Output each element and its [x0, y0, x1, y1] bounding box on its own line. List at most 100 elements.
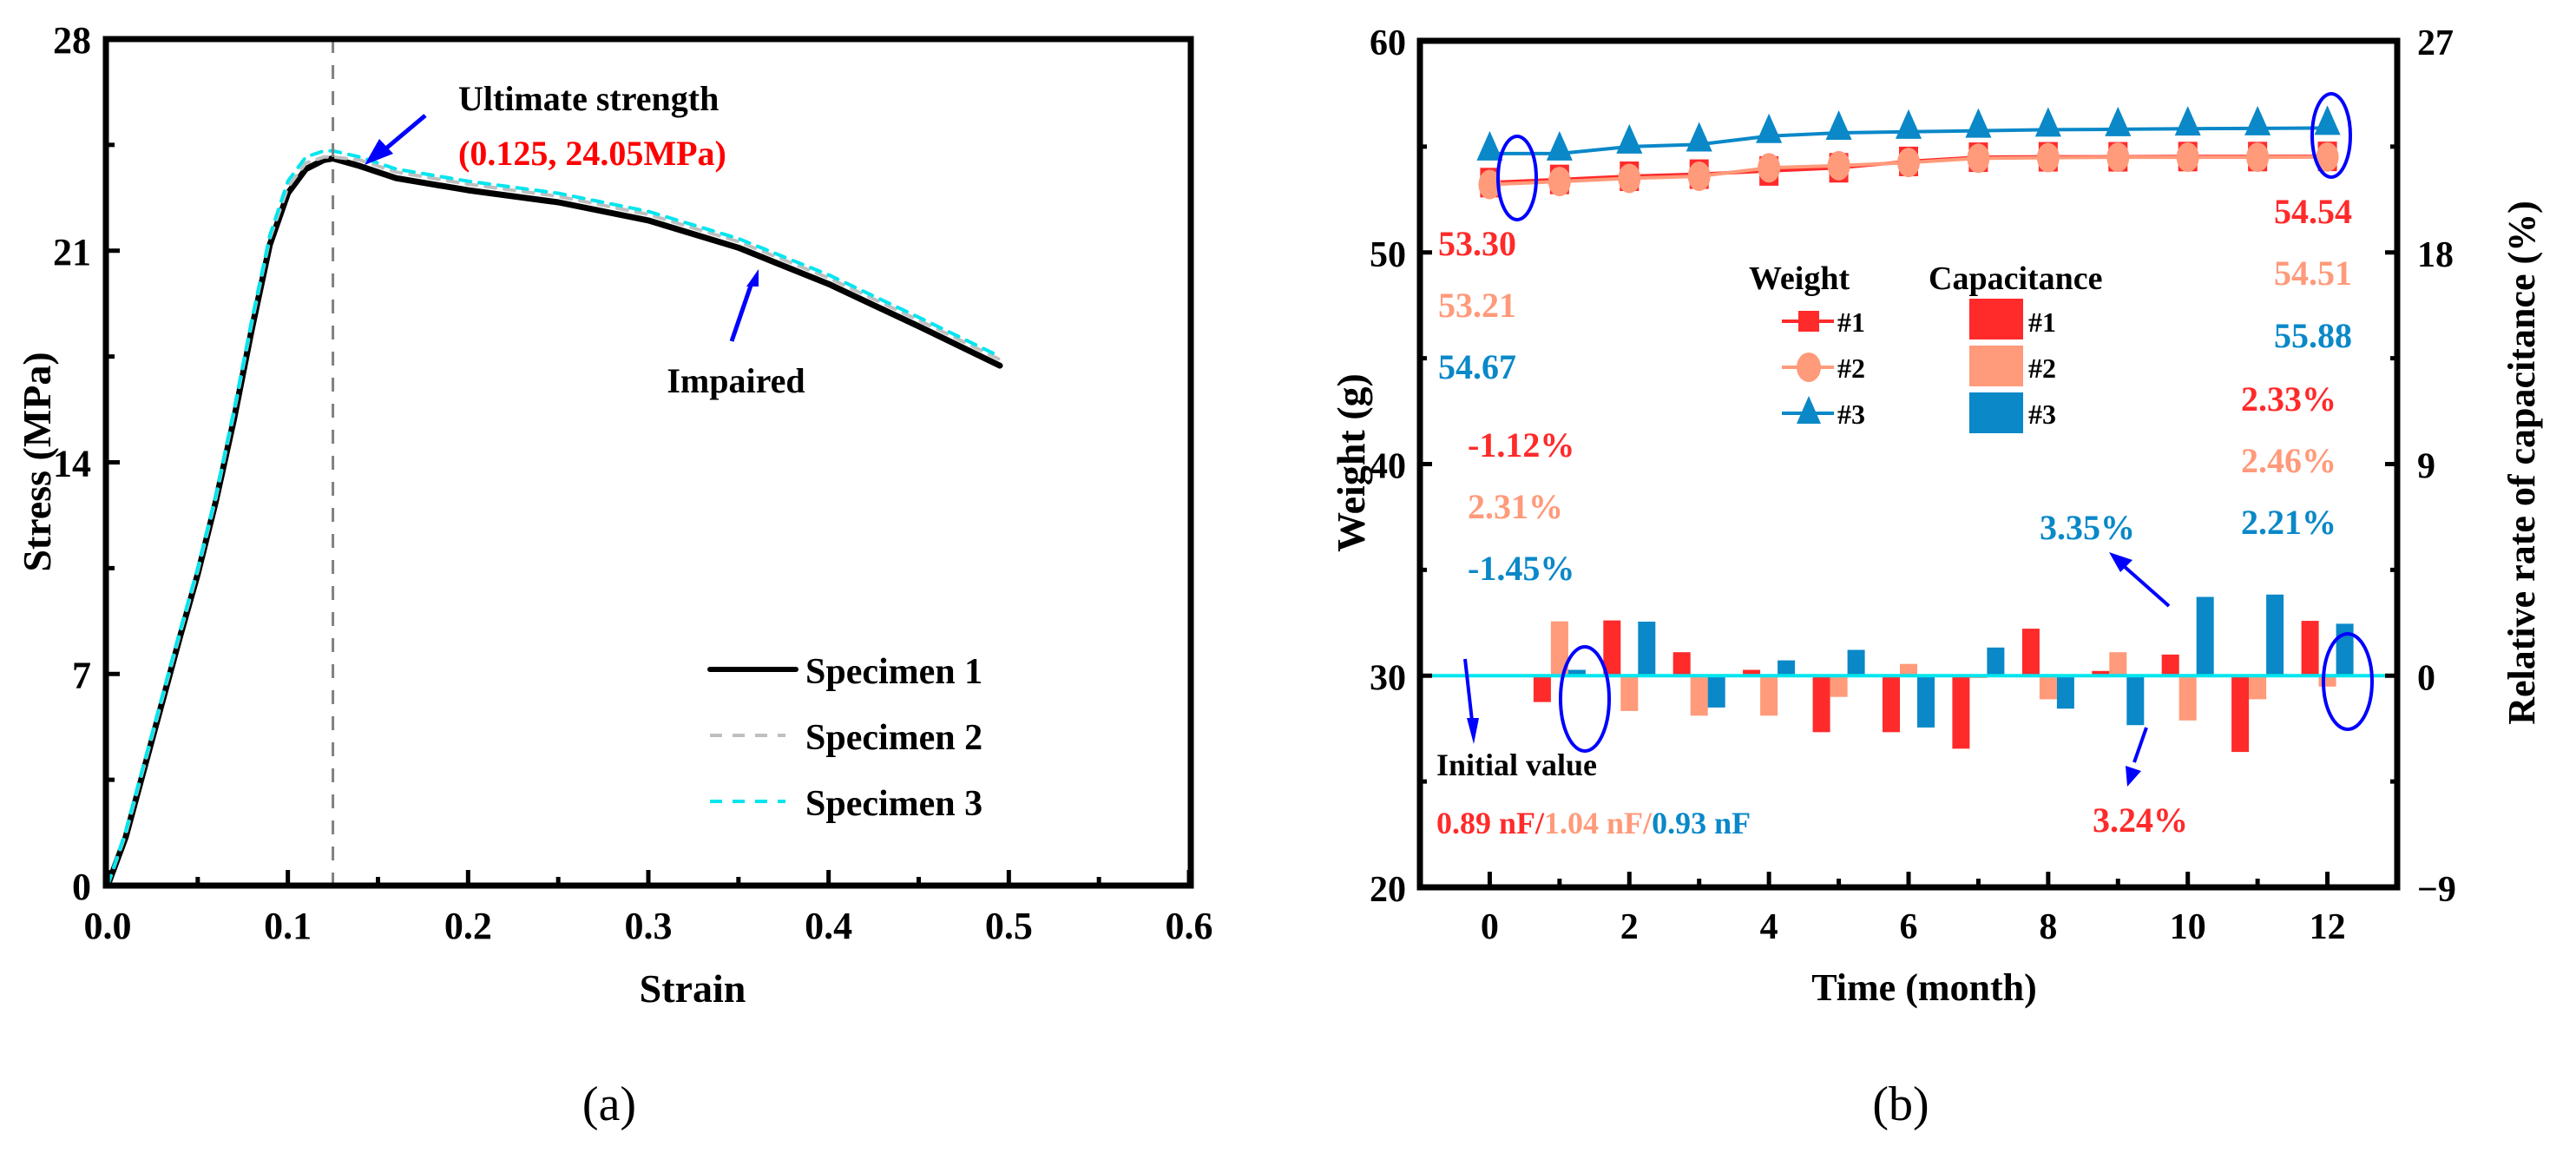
a-x-ticks: 0.0 0.1 0.2 0.3 0.4 0.5 0.6: [84, 870, 1213, 947]
capacitance-bar-1: [1533, 675, 1551, 702]
caption-a: (a): [582, 1077, 636, 1131]
arrow-head-icon: [365, 139, 393, 165]
weight-marker-3: [1896, 109, 1922, 139]
capacitance-bar-1: [1603, 620, 1621, 676]
a-x-axis-label: Strain: [640, 966, 746, 1011]
weight-marker-3: [1476, 130, 1503, 161]
weight-marker-2: [1687, 161, 1711, 191]
legend-label-specimen-1: Specimen 1: [805, 652, 982, 692]
first-rate-3: -1.45%: [1468, 549, 1574, 588]
series-line-specimen-3: [106, 148, 1002, 887]
a-y-tick-label: 28: [53, 19, 91, 62]
highlight-ellipse-start-weight: [1496, 135, 1538, 221]
b-y-tick-label: 60: [1370, 23, 1406, 63]
highlight-ellipse-end-weight: [2310, 92, 2352, 179]
circle-marker-icon: [1797, 352, 1821, 382]
b-x-ticks: 0 2 4 6 8 10 12: [1481, 872, 2346, 947]
legend-title-capacitance: Capacitance: [1929, 260, 2103, 297]
legend-title-weight: Weight: [1749, 260, 1850, 297]
capacitance-bar-2: [1760, 675, 1778, 716]
arrow-head-icon: [1467, 718, 1479, 744]
initial-value-arrow: [1463, 658, 1479, 744]
capacitance-bar-3: [1847, 649, 1865, 676]
legend-capacitance-2-label: #2: [2028, 352, 2056, 384]
capacitance-bar-1: [1952, 675, 1970, 749]
b-y2-axis-label: Relative rate of capacitance (%): [2500, 201, 2543, 725]
b-x-tick-label: 8: [2039, 907, 2057, 947]
initial-value-1: 0.89 nF: [1436, 806, 1535, 840]
a-y-tick-label: 7: [72, 654, 91, 696]
last-rate-1: 2.33%: [2241, 379, 2336, 418]
weight-marker-3: [2105, 106, 2132, 136]
peak-blue-arrow: [2109, 552, 2171, 608]
capacitance-bar-2: [1900, 663, 1917, 676]
capacitance-bar-3: [1917, 675, 1935, 728]
last-rate-2: 2.46%: [2241, 441, 2336, 480]
b-weight-lines: [1476, 105, 2341, 200]
a-x-tick-label: 0.4: [805, 905, 852, 947]
capacitance-bar-1: [1672, 652, 1691, 676]
b-y-tick-label: 40: [1370, 447, 1406, 487]
legend-weight-1: #1: [1782, 306, 1865, 338]
first-rate-2: 2.31%: [1468, 487, 1563, 526]
weight-marker-2: [1618, 163, 1641, 194]
capacitance-bar-1: [1743, 669, 1761, 676]
impaired-arrow: [729, 269, 759, 342]
weight-marker-3: [1686, 122, 1712, 152]
b-x-axis-label: Time (month): [1811, 966, 2037, 1009]
min-red-rate: 3.24%: [2093, 801, 2188, 840]
a-x-tick-label: 0.0: [84, 905, 132, 947]
b-y-tick-label: 50: [1370, 235, 1406, 275]
legend-capacitance-3-label: #3: [2028, 399, 2056, 430]
capacitance-bar-3: [1707, 675, 1725, 708]
ultimate-strength-value: (0.125, 24.05MPa): [458, 134, 726, 173]
capacitance-bar-2: [1620, 675, 1639, 711]
start-weight-3: 54.67: [1438, 347, 1516, 386]
b-x-tick-label: 4: [1760, 907, 1778, 947]
a-y-tick-label: 21: [53, 231, 91, 273]
a-x-tick-label: 0.5: [985, 905, 1033, 947]
initial-value-3: 0.93 nF: [1652, 806, 1751, 840]
weight-marker-2: [2106, 142, 2130, 173]
weight-marker-3: [2314, 105, 2341, 135]
capacitance-bar-2: [1830, 675, 1848, 697]
triangle-marker-icon: [1797, 396, 1821, 424]
b-y2-tick-label: 18: [2417, 235, 2454, 275]
arrow-head-icon: [2109, 552, 2132, 572]
weight-marker-3: [1546, 130, 1573, 161]
b-y2-tick-label: 27: [2417, 23, 2454, 63]
capacitance-bar-3: [2056, 675, 2074, 709]
legend-weight-1-label: #1: [1837, 306, 1865, 338]
capacitance-bar-3: [1638, 622, 1656, 676]
weight-marker-2: [1897, 148, 1920, 178]
capacitance-bar-2: [1690, 675, 1708, 716]
weight-marker-3: [2174, 106, 2201, 136]
a-x-tick-label: 0.2: [444, 905, 492, 947]
a-x-tick-label: 0.6: [1166, 905, 1213, 947]
weight-marker-3: [2034, 107, 2061, 137]
legend-weight-3-label: #3: [1837, 399, 1865, 430]
capacitance-bar-2: [2109, 652, 2127, 676]
capacitance-bar-2: [2178, 675, 2197, 721]
weight-marker-2: [2246, 142, 2270, 173]
capacitance-bar-2: [1550, 621, 1568, 676]
capacitance-bar-1: [1812, 675, 1830, 733]
weight-marker-3: [1756, 113, 1783, 143]
highlight-ellipse-month1-bars: [1559, 645, 1611, 753]
b-y2-tick-label: 9: [2417, 447, 2435, 487]
a-y-axis-label: Stress (MPa): [15, 352, 59, 571]
weight-marker-3: [1616, 123, 1643, 154]
b-x-tick-label: 10: [2170, 907, 2206, 947]
weight-marker-3: [1825, 110, 1852, 141]
arrow-head-icon: [746, 269, 759, 287]
b-x-tick-label: 6: [1900, 907, 1918, 947]
end-weight-1: 54.54: [2274, 192, 2352, 231]
capacitance-bar-3: [1778, 660, 1796, 676]
initial-value-label: Initial value: [1436, 748, 1597, 782]
capacitance-bar-3: [2126, 675, 2145, 726]
legend-weight-3: #3: [1782, 396, 1865, 430]
weight-marker-2: [1548, 167, 1571, 197]
b-x-tick-label: 12: [2310, 907, 2346, 947]
legend-label-specimen-3: Specimen 3: [805, 784, 982, 824]
